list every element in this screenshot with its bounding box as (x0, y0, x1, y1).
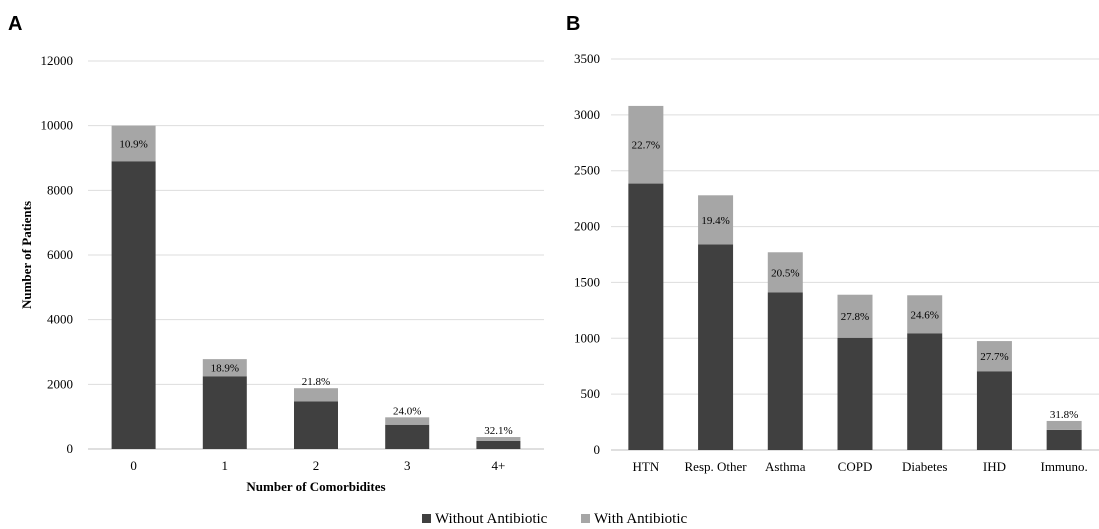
panel-b-y-tick-label: 1000 (574, 330, 600, 345)
panel-b-x-tick-label: Resp. Other (685, 459, 748, 474)
panel-a-y-tick-label: 6000 (47, 247, 73, 262)
panel-a-y-tick-label: 10000 (41, 118, 74, 133)
panel-a-percent-label: 24.0% (393, 405, 421, 417)
panel-b-percent-label: 22.7% (632, 140, 660, 152)
panel-b-bar-without-antibiotic (907, 333, 943, 450)
panel-b-bar-with-antibiotic (1046, 420, 1082, 430)
panel-b-percent-label: 31.8% (1050, 409, 1078, 421)
panel-a-x-tick-label: 0 (130, 458, 137, 473)
panel-a-x-tick-label: 4+ (491, 458, 505, 473)
panel-a-percent-label: 10.9% (119, 138, 147, 150)
legend-label-with: With Antibiotic (594, 511, 687, 527)
panel-b-x-tick-label: IHD (983, 459, 1006, 474)
panel-a-bar-with-antibiotic (202, 359, 247, 377)
panel-b-bar-without-antibiotic (628, 183, 664, 450)
panel-b-bar-without-antibiotic (976, 371, 1012, 450)
panel-a-letter: A (8, 13, 22, 35)
panel-a-bar-with-antibiotic (476, 437, 521, 441)
panel-a-y-tick-label: 12000 (41, 53, 74, 68)
panel-a-percent-label: 32.1% (484, 425, 512, 437)
legend-swatch-with (581, 514, 590, 523)
panel-a-x-tick-label: 3 (404, 458, 411, 473)
panel-b-bar-without-antibiotic (767, 292, 803, 450)
panel-b-letter: B (566, 13, 580, 35)
panel-b-bar-without-antibiotic (837, 337, 873, 450)
panel-b-bar-without-antibiotic (1046, 429, 1082, 450)
panel-a-x-tick-label: 1 (222, 458, 229, 473)
panel-b-percent-label: 27.7% (980, 351, 1008, 363)
panel-b-bar-with-antibiotic (976, 341, 1012, 372)
panel-b-y-tick-label: 2000 (574, 219, 600, 234)
panel-b-percent-label: 27.8% (841, 311, 869, 323)
panel-b-y-tick-label: 1500 (574, 274, 600, 289)
panel-b-bar-with-antibiotic (628, 105, 664, 184)
panel-a-y-tick-label: 4000 (47, 312, 73, 327)
panel-a-y-axis-title: Number of Patients (19, 201, 34, 309)
panel-b-percent-label: 19.4% (701, 215, 729, 227)
panel-a-percent-label: 21.8% (302, 376, 330, 388)
panel-b-percent-label: 24.6% (911, 309, 939, 321)
panel-a-y-tick-label: 2000 (47, 376, 73, 391)
panel-b-bar-without-antibiotic (698, 244, 734, 450)
panel-b-y-tick-label: 3000 (574, 107, 600, 122)
panel-b-percent-label: 20.5% (771, 267, 799, 279)
legend: Without Antibiotic With Antibiotic (422, 511, 687, 527)
panel-b-chart: 0 500 1000 1500 2000 2500 3000 3500 22.7% HTN 19.4… (574, 51, 1099, 474)
panel-a-bar-with-antibiotic (294, 388, 338, 402)
panel-b-bar-with-antibiotic (907, 295, 943, 334)
panel-b-bar-with-antibiotic (698, 195, 734, 245)
panel-a-bar-without-antibiotic (294, 401, 338, 449)
legend-swatch-without (422, 514, 431, 523)
panel-a-percent-label: 18.9% (211, 363, 239, 375)
panel-a-y-tick-label: 8000 (47, 182, 73, 197)
panel-a-bar-with-antibiotic (111, 125, 156, 162)
panel-a-x-axis-title: Number of Comorbidites (246, 479, 385, 494)
panel-a-y-tick-label: 0 (67, 441, 74, 456)
legend-label-without: Without Antibiotic (435, 511, 548, 527)
panel-a-x-tick-label: 2 (313, 458, 320, 473)
panel-b-y-tick-label: 2500 (574, 163, 600, 178)
panel-a-bar-without-antibiotic (385, 424, 430, 449)
panel-b-bar-with-antibiotic (837, 294, 873, 338)
panel-a-chart: 0 2000 4000 6000 8000 10000 12000 10.9% 0 18.9% 1 2… (19, 53, 544, 494)
panel-b-y-tick-label: 0 (594, 442, 601, 457)
panel-b-x-tick-label: Diabetes (902, 459, 947, 474)
panel-a-bar-with-antibiotic (385, 417, 430, 425)
panel-a-bar-without-antibiotic (202, 376, 247, 449)
panel-b-bar-with-antibiotic (767, 252, 803, 293)
panel-a-bar-without-antibiotic (476, 440, 521, 449)
panel-b-x-tick-label: Asthma (765, 459, 806, 474)
panel-b-x-tick-label: HTN (632, 459, 659, 474)
panel-a-bar-without-antibiotic (111, 161, 156, 449)
panel-b-x-tick-label: COPD (838, 459, 873, 474)
panel-b-y-tick-label: 3500 (574, 51, 600, 66)
panel-b-x-tick-label: Immuno. (1040, 459, 1087, 474)
panel-b-y-tick-label: 500 (581, 386, 601, 401)
